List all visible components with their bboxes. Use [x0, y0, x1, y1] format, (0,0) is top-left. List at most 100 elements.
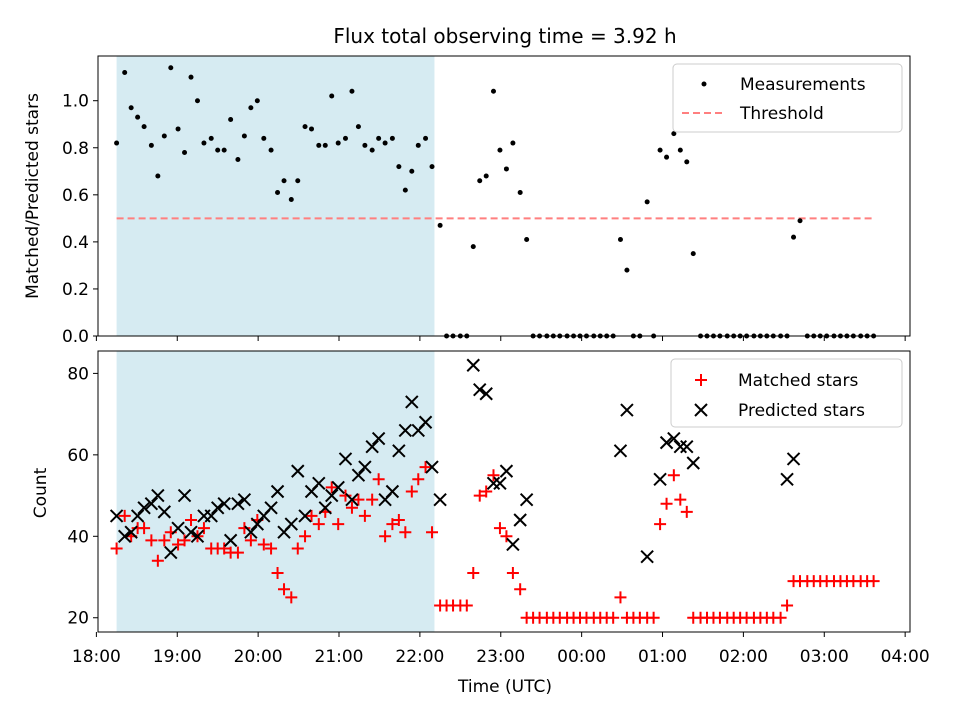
bottom-shaded-span	[116, 351, 435, 632]
matched-star-point	[379, 530, 392, 543]
matched-star-point	[514, 583, 527, 596]
predicted-star-point	[519, 492, 534, 507]
measurement-point	[497, 147, 503, 153]
y-tick-label: 60	[67, 446, 89, 466]
predicted-star-point	[673, 439, 688, 454]
matched-star-point	[271, 566, 284, 579]
measurement-point	[470, 244, 476, 250]
predicted-star-point	[338, 452, 353, 466]
matched-star-point	[151, 554, 164, 567]
bottom-panel: 20 40 60 80 18:00 19:00 20:00 21:00 22:00 23:00 0…	[31, 350, 930, 697]
y-tick-label: 0.4	[62, 233, 89, 253]
measurement-point	[268, 147, 274, 153]
matched-star-point	[238, 522, 251, 535]
measurement-point	[241, 133, 247, 139]
matched-stars-points	[110, 461, 880, 624]
measurement-point	[316, 142, 322, 148]
predicted-star-point	[325, 488, 339, 503]
measurement-point	[791, 234, 797, 240]
x-tick-label: 21:00	[315, 647, 364, 667]
top-y-axis: 0.0 0.2 0.4 0.6 0.8 1.0	[62, 92, 98, 347]
predicted-star-point	[124, 525, 138, 539]
predicted-star-point	[151, 488, 165, 503]
x-tick-label: 23:00	[476, 647, 525, 667]
matched-star-point	[654, 518, 667, 531]
predicted-star-point	[318, 501, 332, 515]
matched-star-point	[386, 518, 399, 531]
measurement-point	[114, 140, 120, 146]
measurement-point	[423, 135, 429, 141]
matched-star-point	[680, 505, 693, 518]
predicted-star-point	[117, 529, 132, 544]
predicted-star-point	[157, 505, 172, 519]
predicted-star-point	[499, 464, 514, 478]
predicted-star-point	[466, 358, 480, 372]
y-tick-label: 80	[67, 364, 89, 384]
measurement-point	[128, 105, 134, 111]
legend-measurements-label: Measurements	[740, 75, 866, 95]
predicted-star-point	[425, 460, 439, 474]
predicted-star-point	[620, 403, 634, 417]
matched-star-point	[325, 481, 338, 494]
measurement-point	[288, 197, 294, 203]
measurement-point	[309, 126, 315, 132]
y-tick-label: 0.8	[62, 139, 89, 159]
measurement-point	[329, 93, 335, 99]
matched-star-point	[614, 591, 627, 604]
predicted-star-point	[291, 464, 305, 478]
measurement-point	[148, 142, 154, 148]
matched-star-point	[506, 566, 519, 579]
measurement-point	[254, 98, 260, 104]
matched-star-point	[405, 485, 418, 498]
y-tick-label: 20	[67, 609, 89, 629]
x-tick-label: 18:00	[72, 647, 121, 667]
measurement-point	[490, 88, 496, 94]
matched-star-point	[332, 518, 345, 531]
measurement-point	[342, 135, 348, 141]
matched-star-point	[285, 591, 298, 604]
matched-star-point	[352, 493, 365, 506]
matched-star-point	[480, 485, 493, 498]
predicted-star-point	[513, 513, 527, 527]
measurement-point	[221, 147, 227, 153]
predicted-star-point	[177, 488, 192, 503]
x-tick-label: 04:00	[881, 647, 930, 667]
predicted-star-point	[493, 476, 507, 491]
predicted-star-point	[250, 517, 265, 531]
predicted-star-point	[237, 492, 252, 507]
top-axes-frame	[97, 55, 911, 337]
bottom-x-axis: 18:00 19:00 20:00 21:00 22:00 23:00 00:00 01:00…	[72, 632, 930, 667]
matched-star-point	[185, 514, 198, 527]
predicted-star-point	[486, 476, 501, 491]
measurement-point	[402, 187, 408, 193]
y-tick-label: 0.6	[62, 186, 89, 206]
matched-star-point	[366, 493, 379, 506]
measurement-point	[684, 159, 690, 165]
matched-star-point	[674, 493, 687, 506]
predicted-star-point	[506, 537, 520, 552]
predicted-star-point	[358, 460, 372, 474]
measurement-point	[376, 135, 382, 141]
matched-star-point	[473, 489, 486, 502]
legend-threshold-label: Threshold	[739, 104, 824, 124]
matched-star-point	[138, 522, 151, 535]
measurement-point	[188, 74, 194, 80]
measurement-point	[141, 124, 147, 130]
predicted-star-point	[190, 529, 205, 544]
predicted-star-point	[244, 525, 258, 539]
predicted-star-point	[210, 501, 225, 515]
x-tick-label: 20:00	[234, 647, 283, 667]
measurement-point	[302, 124, 308, 130]
matched-star-point	[197, 522, 210, 535]
predicted-star-point	[184, 525, 198, 539]
predicted-star-point	[217, 497, 231, 511]
predicted-star-point	[405, 395, 419, 409]
predicted-star-point	[164, 545, 178, 560]
matched-star-point	[419, 461, 432, 474]
measurement-point	[175, 126, 181, 132]
matched-star-point	[493, 522, 506, 535]
top-x-ticks	[95, 336, 906, 341]
predicted-star-point	[385, 484, 400, 499]
measurement-point	[677, 147, 683, 153]
